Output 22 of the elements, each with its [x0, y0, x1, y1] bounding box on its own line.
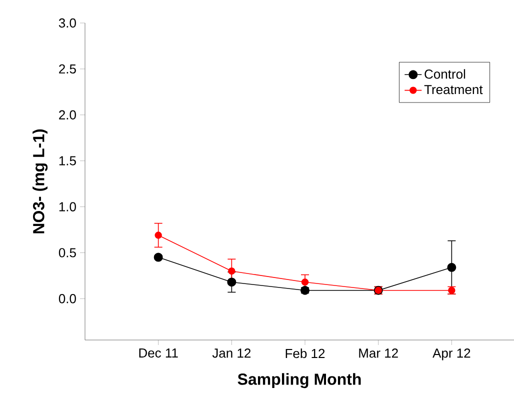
point	[301, 278, 309, 286]
point	[154, 232, 162, 239]
x-tick-label: Feb 12	[286, 348, 325, 358]
point	[227, 278, 236, 287]
point	[154, 252, 163, 262]
y-tick-label: 0.5	[58, 248, 76, 258]
y-axis-title: NO3- (mg L-1)	[32, 129, 48, 234]
x-tick-label: Apr 12	[432, 348, 470, 360]
y-tick-label: 2.5	[59, 64, 76, 74]
y-tick-label: 3.0	[58, 18, 76, 28]
point	[447, 262, 456, 272]
x-tick-label: Mar 12	[359, 348, 398, 358]
y-tick-label: 1.5	[59, 156, 76, 166]
x-tick-label: Dec 11	[139, 348, 178, 358]
x-axis-title: Sampling Month	[238, 373, 361, 388]
y-tick-label: 1.0	[59, 202, 76, 212]
legend-label: Control	[424, 69, 466, 79]
point	[228, 267, 236, 275]
legend-label: Treatment	[424, 85, 483, 94]
x-tick-label: Jan 12	[212, 348, 251, 358]
y-tick-label: 0.0	[58, 294, 76, 304]
y-tick-label: 2.0	[59, 110, 76, 120]
